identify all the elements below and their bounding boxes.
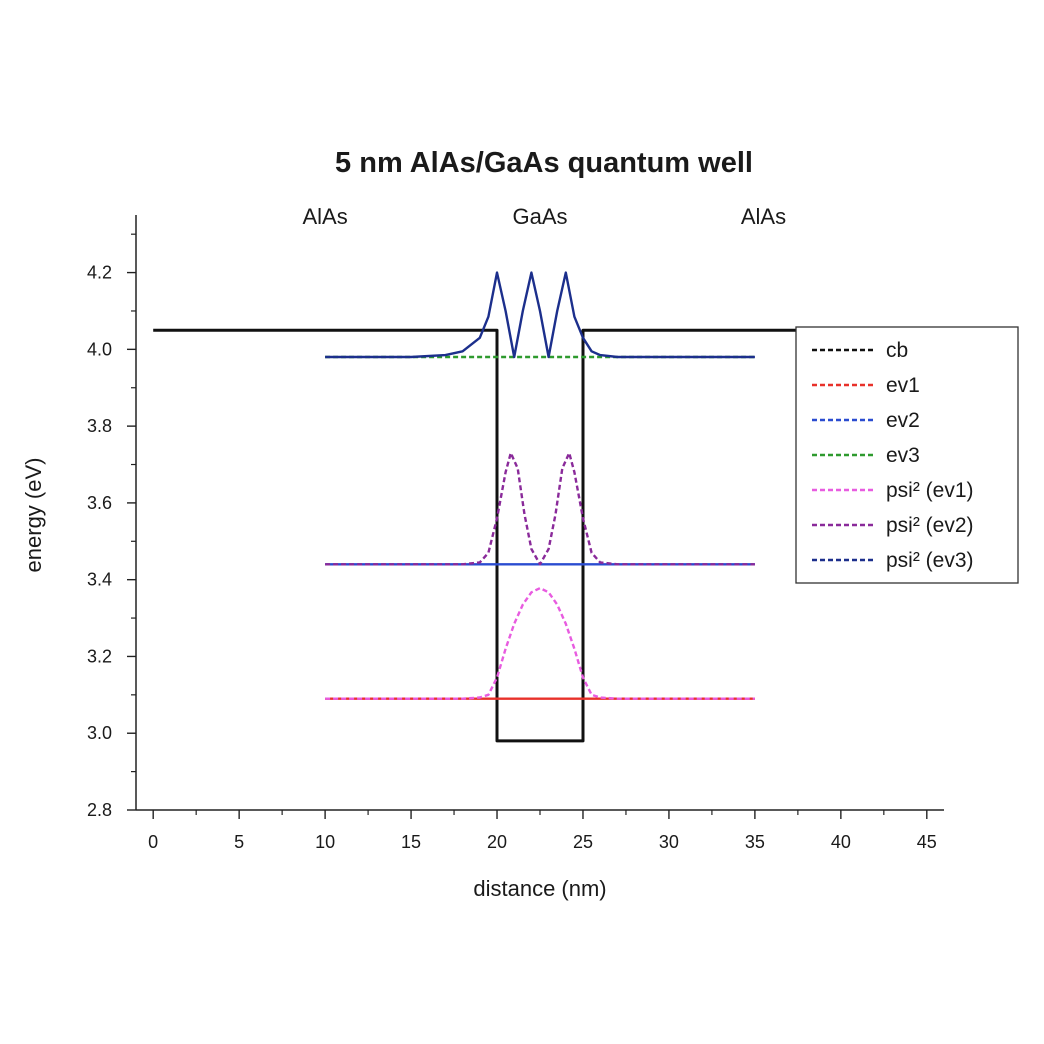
legend-label: ev3 [886,444,920,467]
region-labels: AlAs GaAs AlAs [302,204,786,229]
x-tick-label: 25 [573,832,593,852]
region-label: GaAs [512,204,567,229]
x-tick-label: 30 [659,832,679,852]
region-label: AlAs [741,204,786,229]
x-tick-label: 20 [487,832,507,852]
y-tick-label: 3.4 [87,570,112,590]
y-tick-label: 3.0 [87,723,112,743]
legend-label: ev2 [886,409,920,432]
x-tick-label: 5 [234,832,244,852]
y-tick-label: 3.6 [87,493,112,513]
x-tick-label: 10 [315,832,335,852]
region-label: AlAs [302,204,347,229]
y-tick-label: 2.8 [87,800,112,820]
series-line-psi-ev2- [325,451,755,566]
legend: cb ev1 ev2 ev3 psi² (ev1) psi² (ev2) psi² (ev3… [795,326,1019,584]
x-tick-label: 45 [917,832,937,852]
legend-label: cb [886,339,908,362]
y-tick-label: 4.2 [87,263,112,283]
y-tick-label: 4.0 [87,339,112,359]
legend-label: psi² (ev2) [886,514,974,537]
x-tick-label: 40 [831,832,851,852]
x-tick-label: 35 [745,832,765,852]
series-line-psi-ev1- [325,586,755,700]
series-line-psi-ev3- [325,271,755,359]
x-tick-label: 0 [148,832,158,852]
axes: 0 5 10 15 20 25 30 35 40 45 2.8 3.0 3.2 3.4 3.6 3.8 4.0 4… [87,215,944,852]
x-axis-label: distance (nm) [473,876,606,901]
y-axis-label: energy (eV) [21,458,46,573]
plot-area [153,271,927,743]
legend-label: psi² (ev1) [886,479,974,502]
chart-title: 5 nm AlAs/GaAs quantum well [335,147,753,179]
series-line-cb [153,328,927,743]
x-tick-label: 15 [401,832,421,852]
legend-label: ev1 [886,374,920,397]
y-tick-label: 3.2 [87,646,112,666]
legend-label: psi² (ev3) [886,549,974,572]
y-tick-label: 3.8 [87,416,112,436]
